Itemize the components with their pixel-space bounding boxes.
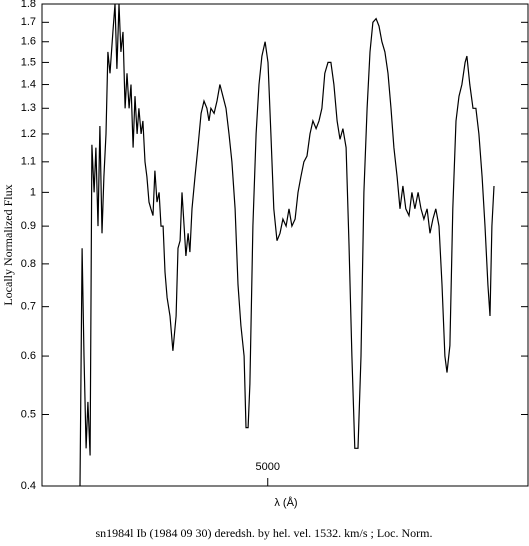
y-tick-label: 0.8 <box>21 258 36 270</box>
x-tick-label: 5000 <box>255 461 279 473</box>
y-tick-label: 0.5 <box>21 408 36 420</box>
y-tick-label: 1.1 <box>21 156 36 168</box>
y-tick-label: 1.8 <box>21 0 36 10</box>
y-tick-label: 0.7 <box>21 301 36 313</box>
y-tick-label: 1 <box>30 186 36 198</box>
y-tick-label: 1.5 <box>21 56 36 68</box>
y-tick-label: 0.4 <box>21 480 36 492</box>
y-tick-label: 1.6 <box>21 36 36 48</box>
x-axis-label: λ (Å) <box>274 496 297 509</box>
spectrum-line <box>79 3 495 487</box>
plot-frame <box>41 3 529 487</box>
y-tick-label: 1.2 <box>21 128 36 140</box>
y-tick-label: 0.9 <box>21 220 36 232</box>
y-tick-label: 0.6 <box>21 350 36 362</box>
y-tick-label: 1.4 <box>21 78 36 90</box>
y-axis-label: Locally Normalized Flux <box>1 184 15 305</box>
y-tick-label: 1.3 <box>21 102 36 114</box>
y-tick-label: 1.7 <box>21 16 36 28</box>
caption: sn1984l Ib (1984 09 30) deredsh. by hel.… <box>96 526 433 540</box>
